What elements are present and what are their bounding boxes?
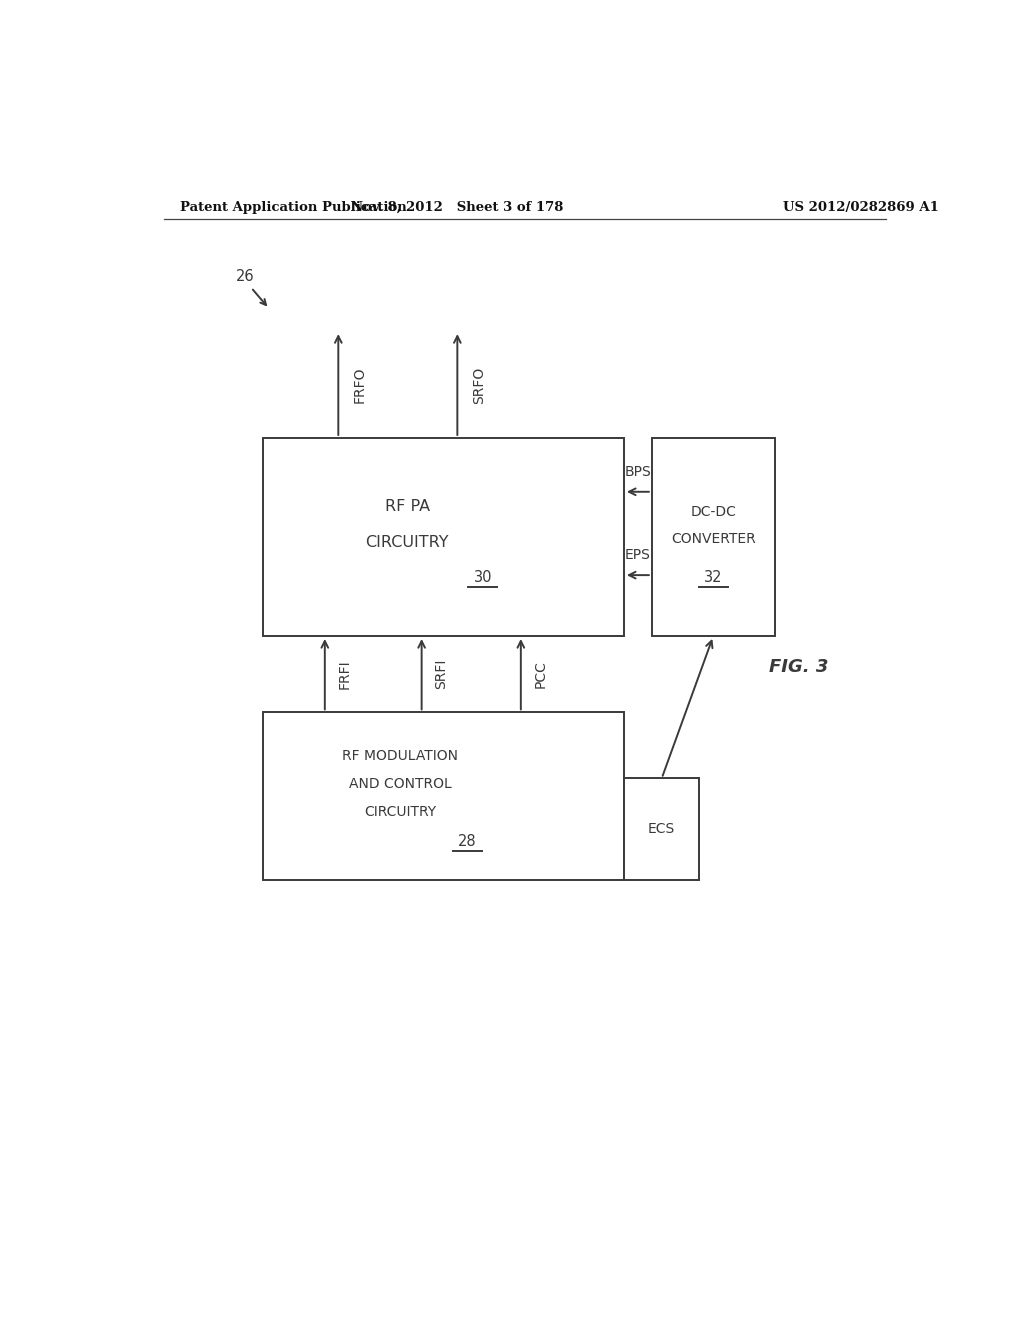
Text: CIRCUITRY: CIRCUITRY (366, 535, 450, 549)
Bar (624, 779, 699, 880)
Text: EPS: EPS (625, 548, 651, 562)
Text: CONVERTER: CONVERTER (671, 532, 756, 546)
Text: ECS: ECS (648, 822, 675, 837)
Bar (652, 438, 775, 636)
Text: SRFO: SRFO (472, 367, 485, 404)
Text: BPS: BPS (625, 465, 651, 479)
Text: CIRCUITRY: CIRCUITRY (365, 805, 436, 820)
Text: Nov. 8, 2012   Sheet 3 of 178: Nov. 8, 2012 Sheet 3 of 178 (351, 201, 563, 214)
Text: RF MODULATION: RF MODULATION (342, 748, 458, 763)
Text: RF PA: RF PA (385, 499, 430, 513)
Text: AND CONTROL: AND CONTROL (349, 777, 452, 791)
Text: SRFI: SRFI (434, 659, 449, 689)
Bar (263, 438, 624, 636)
Text: 28: 28 (459, 834, 477, 850)
Bar (263, 713, 624, 880)
Text: 26: 26 (237, 269, 255, 284)
Text: DC-DC: DC-DC (690, 504, 736, 519)
Text: 32: 32 (705, 570, 723, 585)
Text: PCC: PCC (534, 660, 548, 688)
Text: Patent Application Publication: Patent Application Publication (179, 201, 407, 214)
Text: 30: 30 (473, 570, 492, 585)
Text: US 2012/0282869 A1: US 2012/0282869 A1 (782, 201, 939, 214)
Text: FRFO: FRFO (352, 367, 367, 404)
Text: FRFI: FRFI (338, 660, 351, 689)
Text: FIG. 3: FIG. 3 (769, 657, 828, 676)
